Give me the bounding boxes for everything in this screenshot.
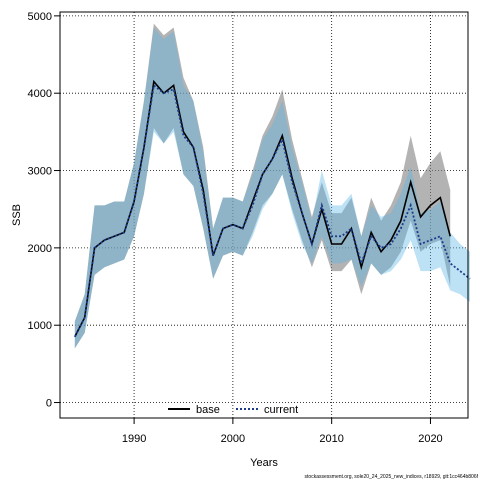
- confidence-band-base: [74, 23, 451, 349]
- confidence-band-current: [74, 27, 470, 349]
- series-line-current: [74, 83, 471, 338]
- legend-label-base: base: [196, 404, 220, 416]
- y-tick-label-1000: 1000: [28, 320, 52, 332]
- x-tick-label-2000: 2000: [221, 433, 245, 445]
- y-tick-label-0: 0: [46, 398, 52, 410]
- footer-source-text: stockassessment.org, sole20_24_2025_new_…: [305, 474, 479, 480]
- y-tick-label-4000: 4000: [28, 88, 52, 100]
- x-tick-label-1990: 1990: [122, 433, 146, 445]
- y-tick-label-2000: 2000: [28, 243, 52, 255]
- series-lines: [74, 79, 471, 338]
- x-tick-label-2010: 2010: [319, 433, 343, 445]
- y-tick-label-3000: 3000: [28, 166, 52, 178]
- x-axis-title: Years: [250, 457, 278, 469]
- axes: 1990 2000 2010 2020 0 1000 2000 3000 4000 5000: [28, 11, 443, 445]
- confidence-bands: [74, 23, 470, 349]
- legend: base current: [168, 404, 298, 416]
- legend-label-current: current: [264, 404, 298, 416]
- plot-frame: [59, 11, 469, 419]
- y-tick-label-5000: 5000: [28, 11, 52, 23]
- x-tick-label-2020: 2020: [418, 433, 442, 445]
- y-axis-title: SSB: [11, 204, 23, 226]
